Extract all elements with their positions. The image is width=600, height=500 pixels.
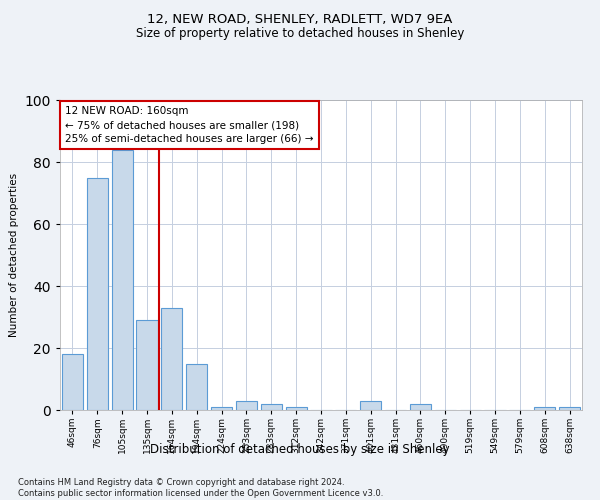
Bar — [559, 407, 580, 410]
Y-axis label: Number of detached properties: Number of detached properties — [9, 173, 19, 337]
Bar — [236, 400, 257, 410]
Text: Distribution of detached houses by size in Shenley: Distribution of detached houses by size … — [150, 442, 450, 456]
Bar — [261, 404, 282, 410]
Bar — [360, 400, 381, 410]
Bar — [112, 150, 133, 410]
Bar — [62, 354, 83, 410]
Bar — [410, 404, 431, 410]
Bar — [186, 364, 207, 410]
Text: Contains HM Land Registry data © Crown copyright and database right 2024.
Contai: Contains HM Land Registry data © Crown c… — [18, 478, 383, 498]
Text: Size of property relative to detached houses in Shenley: Size of property relative to detached ho… — [136, 28, 464, 40]
Text: 12, NEW ROAD, SHENLEY, RADLETT, WD7 9EA: 12, NEW ROAD, SHENLEY, RADLETT, WD7 9EA — [148, 12, 452, 26]
Bar — [136, 320, 158, 410]
Bar — [286, 407, 307, 410]
Bar — [161, 308, 182, 410]
Bar — [211, 407, 232, 410]
Text: 12 NEW ROAD: 160sqm
← 75% of detached houses are smaller (198)
25% of semi-detac: 12 NEW ROAD: 160sqm ← 75% of detached ho… — [65, 106, 314, 144]
Bar — [534, 407, 555, 410]
Bar — [87, 178, 108, 410]
